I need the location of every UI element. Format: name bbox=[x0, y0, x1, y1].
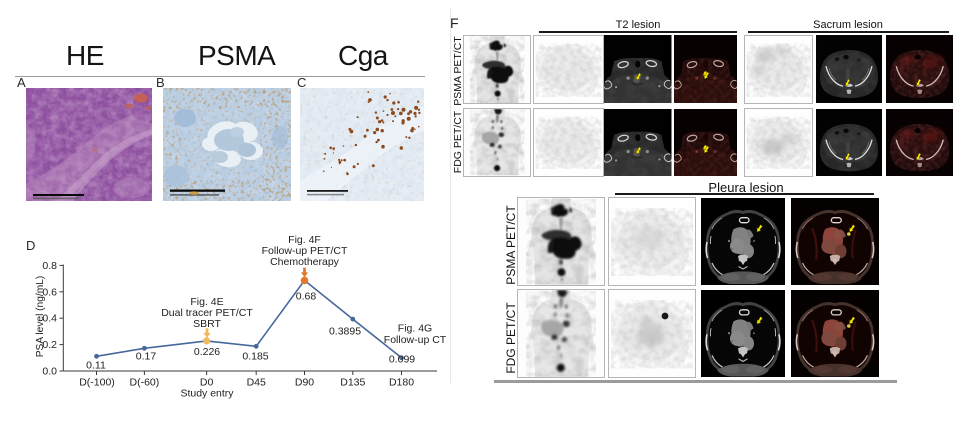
svg-text:0.0: 0.0 bbox=[42, 366, 57, 378]
svg-text:Fig. 4E: Fig. 4E bbox=[190, 296, 223, 308]
svg-text:Dual tracer PET/CT: Dual tracer PET/CT bbox=[161, 307, 253, 319]
svg-text:D135: D135 bbox=[340, 377, 365, 389]
svg-text:0.226: 0.226 bbox=[194, 346, 220, 358]
svg-text:D45: D45 bbox=[247, 377, 266, 389]
svg-text:0.68: 0.68 bbox=[296, 291, 317, 303]
svg-text:0.17: 0.17 bbox=[136, 351, 157, 363]
svg-text:Fig. 4G: Fig. 4G bbox=[398, 323, 432, 335]
svg-text:Follow-up CT: Follow-up CT bbox=[384, 334, 447, 346]
svg-text:0.2: 0.2 bbox=[42, 339, 57, 351]
svg-text:Study entry: Study entry bbox=[180, 388, 234, 400]
svg-text:0.185: 0.185 bbox=[242, 351, 268, 363]
svg-text:Fig. 4F: Fig. 4F bbox=[288, 234, 321, 246]
svg-text:Chemotherapy: Chemotherapy bbox=[270, 256, 340, 268]
svg-text:D90: D90 bbox=[295, 377, 314, 389]
svg-text:D(-100): D(-100) bbox=[79, 377, 115, 389]
svg-text:D(-60): D(-60) bbox=[130, 377, 160, 389]
svg-text:0.8: 0.8 bbox=[42, 260, 57, 272]
svg-text:0.11: 0.11 bbox=[86, 360, 106, 372]
svg-text:0.3895: 0.3895 bbox=[329, 326, 361, 338]
svg-text:0.4: 0.4 bbox=[42, 313, 57, 325]
svg-text:D180: D180 bbox=[389, 377, 414, 389]
svg-text:0.6: 0.6 bbox=[42, 286, 57, 298]
svg-text:0.099: 0.099 bbox=[389, 354, 415, 366]
svg-text:PSA level (ng/mL): PSA level (ng/mL) bbox=[35, 276, 46, 358]
svg-text:D0: D0 bbox=[200, 377, 214, 389]
svg-text:SBRT: SBRT bbox=[193, 318, 221, 330]
svg-text:Follow-up PET/CT: Follow-up PET/CT bbox=[262, 245, 348, 257]
